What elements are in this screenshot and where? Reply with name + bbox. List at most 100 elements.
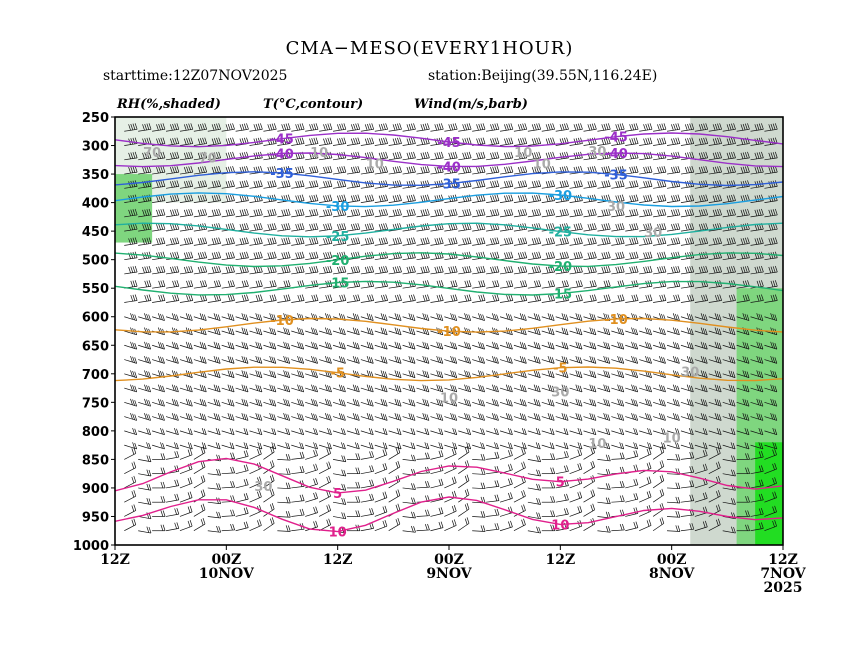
wind-barb bbox=[332, 398, 346, 407]
wind-barb bbox=[305, 180, 319, 189]
wind-barb bbox=[305, 251, 319, 261]
wind-barb bbox=[472, 453, 486, 461]
wind-barb bbox=[416, 166, 430, 175]
wind-barb bbox=[221, 355, 235, 364]
wind-barb bbox=[444, 462, 457, 474]
wind-barb bbox=[472, 511, 486, 518]
wind-barb bbox=[138, 265, 152, 275]
wind-barb bbox=[360, 384, 374, 393]
wind-barb bbox=[680, 494, 695, 503]
wind-barb bbox=[722, 355, 736, 364]
wind-barb bbox=[207, 468, 222, 476]
wind-barb bbox=[402, 525, 416, 533]
wind-barb bbox=[625, 442, 639, 450]
wind-barb bbox=[346, 427, 360, 436]
wind-barb bbox=[221, 370, 235, 378]
wind-barb bbox=[152, 524, 166, 532]
wind-barb bbox=[305, 294, 319, 303]
wind-barb bbox=[458, 208, 472, 218]
wind-barb bbox=[472, 194, 486, 203]
wind-barb bbox=[680, 265, 695, 275]
wind-barb bbox=[138, 313, 151, 321]
contour-label: 10 bbox=[329, 526, 347, 541]
wind-barb bbox=[179, 341, 193, 350]
wind-barb bbox=[319, 194, 333, 203]
wind-barb bbox=[639, 413, 652, 421]
wind-barb bbox=[527, 237, 542, 246]
wind-barb bbox=[486, 508, 500, 517]
wind-barb bbox=[221, 251, 235, 261]
wind-barb bbox=[235, 280, 249, 289]
wind-barb bbox=[207, 123, 221, 132]
wind-barb bbox=[179, 123, 194, 132]
contour-label: -5 bbox=[553, 362, 567, 377]
wind-barb bbox=[165, 194, 180, 203]
wind-barb bbox=[319, 413, 332, 421]
wind-barb bbox=[221, 523, 236, 532]
wind-barb bbox=[360, 413, 374, 421]
wind-barb bbox=[179, 384, 193, 393]
wind-barb bbox=[305, 442, 318, 450]
wind-barb bbox=[416, 509, 430, 517]
wind-barb bbox=[221, 265, 235, 275]
contour-line--25 bbox=[115, 222, 783, 238]
wind-barb bbox=[277, 442, 291, 450]
wind-barb bbox=[346, 123, 361, 132]
wind-barb bbox=[513, 447, 526, 460]
wind-barb bbox=[625, 166, 639, 175]
wind-barb bbox=[332, 123, 347, 132]
wind-barb bbox=[611, 327, 625, 336]
wind-barb bbox=[193, 313, 207, 321]
wind-barb bbox=[722, 327, 736, 336]
wind-barb bbox=[249, 208, 263, 218]
wind-barb bbox=[291, 180, 305, 189]
wind-barb bbox=[527, 265, 542, 275]
wind-barb bbox=[513, 504, 526, 517]
wind-barb bbox=[569, 123, 583, 132]
wind-barb bbox=[374, 265, 388, 275]
wind-barb bbox=[332, 327, 346, 336]
wind-barb bbox=[527, 327, 541, 336]
wind-barb bbox=[499, 355, 513, 364]
wind-barb bbox=[472, 398, 485, 407]
wind-barb bbox=[388, 341, 402, 350]
wind-barb bbox=[653, 123, 667, 132]
wind-barb bbox=[165, 522, 180, 532]
wind-barb bbox=[583, 251, 597, 261]
wind-barb bbox=[152, 427, 165, 436]
wind-barb bbox=[458, 341, 472, 350]
wind-barb bbox=[444, 398, 458, 407]
wind-barb bbox=[305, 427, 318, 436]
contour-line--45 bbox=[115, 132, 783, 148]
wind-barb bbox=[332, 341, 346, 350]
wind-barb bbox=[513, 151, 528, 161]
wind-barb bbox=[666, 223, 681, 232]
wind-barb bbox=[666, 313, 680, 321]
wind-barb bbox=[291, 123, 305, 132]
wind-barb bbox=[583, 460, 596, 474]
wind-barb bbox=[499, 265, 514, 275]
wind-barb bbox=[764, 462, 777, 474]
wind-barb bbox=[193, 251, 208, 261]
wind-barb bbox=[694, 194, 709, 203]
contour-label: -25 bbox=[326, 230, 350, 245]
wind-barb bbox=[165, 355, 179, 364]
wind-barb bbox=[193, 194, 208, 203]
wind-barb bbox=[235, 251, 249, 261]
wind-barb bbox=[193, 166, 208, 175]
wind-barb bbox=[680, 137, 695, 146]
wind-barb bbox=[666, 265, 681, 275]
wind-barb bbox=[291, 384, 305, 393]
legend-wind: Wind(m/s,barb) bbox=[414, 97, 528, 112]
wind-barb bbox=[193, 341, 207, 350]
wind-barb bbox=[583, 265, 597, 275]
wind-barb bbox=[597, 413, 611, 421]
contour-label: -40 bbox=[437, 160, 461, 175]
contour-line--20 bbox=[115, 252, 783, 268]
wind-barb bbox=[486, 151, 500, 161]
wind-barb bbox=[374, 294, 388, 303]
wind-barb bbox=[625, 355, 639, 364]
wind-barb bbox=[583, 475, 596, 489]
wind-barb bbox=[722, 413, 736, 421]
wind-barb bbox=[165, 341, 179, 350]
